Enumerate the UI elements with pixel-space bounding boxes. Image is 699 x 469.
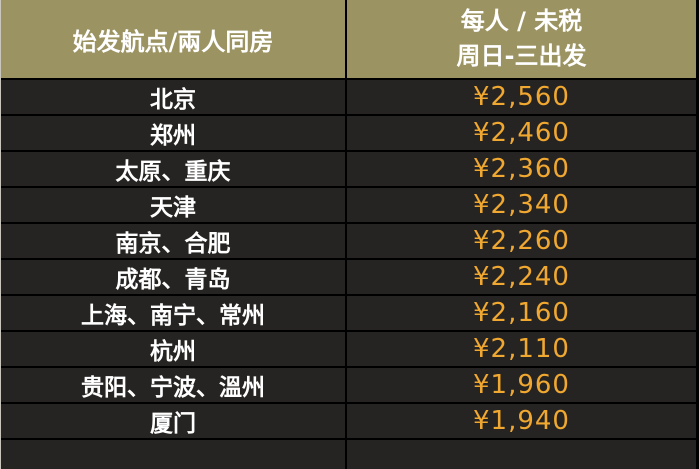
header-price-line1: 每人 / 未税 xyxy=(460,7,583,35)
table-row: 南京、合肥 ¥2,260 xyxy=(1,222,696,258)
header-price-info: 每人 / 未税 周日-三出发 xyxy=(347,0,696,78)
bottom-strip-left xyxy=(1,440,347,469)
table-body: 北京 ¥2,560 郑州 ¥2,460 太原、重庆 ¥2,360 天津 ¥2,3… xyxy=(1,78,696,438)
price-cell: ¥1,940 xyxy=(473,406,570,436)
city-cell: 天津 xyxy=(1,188,347,222)
price-cell: ¥2,240 xyxy=(473,262,570,292)
city-cell: 贵阳、宁波、溫州 xyxy=(1,368,347,402)
price-cell: ¥2,340 xyxy=(473,190,570,220)
header-price-line2: 周日-三出发 xyxy=(456,42,587,70)
table-row: 郑州 ¥2,460 xyxy=(1,114,696,150)
price-cell: ¥1,960 xyxy=(473,370,570,400)
price-cell: ¥2,260 xyxy=(473,226,570,256)
city-cell: 上海、南宁、常州 xyxy=(1,296,347,330)
table-row: 天津 ¥2,340 xyxy=(1,186,696,222)
header-origin-cities: 始发航点/兩人同房 xyxy=(1,0,347,78)
city-cell: 成都、青岛 xyxy=(1,260,347,294)
table-bottom-strip xyxy=(1,438,696,469)
table-row: 太原、重庆 ¥2,360 xyxy=(1,150,696,186)
price-cell: ¥2,160 xyxy=(473,298,570,328)
price-cell: ¥2,360 xyxy=(473,154,570,184)
table-row: 杭州 ¥2,110 xyxy=(1,330,696,366)
price-cell: ¥2,110 xyxy=(473,334,570,364)
table-row: 成都、青岛 ¥2,240 xyxy=(1,258,696,294)
city-cell: 郑州 xyxy=(1,116,347,150)
city-cell: 南京、合肥 xyxy=(1,224,347,258)
city-cell: 厦门 xyxy=(1,404,347,438)
table-row: 北京 ¥2,560 xyxy=(1,78,696,114)
table-row: 贵阳、宁波、溫州 ¥1,960 xyxy=(1,366,696,402)
bottom-strip-right xyxy=(347,440,696,469)
table-row: 上海、南宁、常州 ¥2,160 xyxy=(1,294,696,330)
city-cell: 北京 xyxy=(1,80,347,114)
price-cell: ¥2,560 xyxy=(473,82,570,112)
table-row: 厦门 ¥1,940 xyxy=(1,402,696,438)
city-cell: 太原、重庆 xyxy=(1,152,347,186)
city-cell: 杭州 xyxy=(1,332,347,366)
table-header-row: 始发航点/兩人同房 每人 / 未税 周日-三出发 xyxy=(1,0,696,78)
price-cell: ¥2,460 xyxy=(473,118,570,148)
